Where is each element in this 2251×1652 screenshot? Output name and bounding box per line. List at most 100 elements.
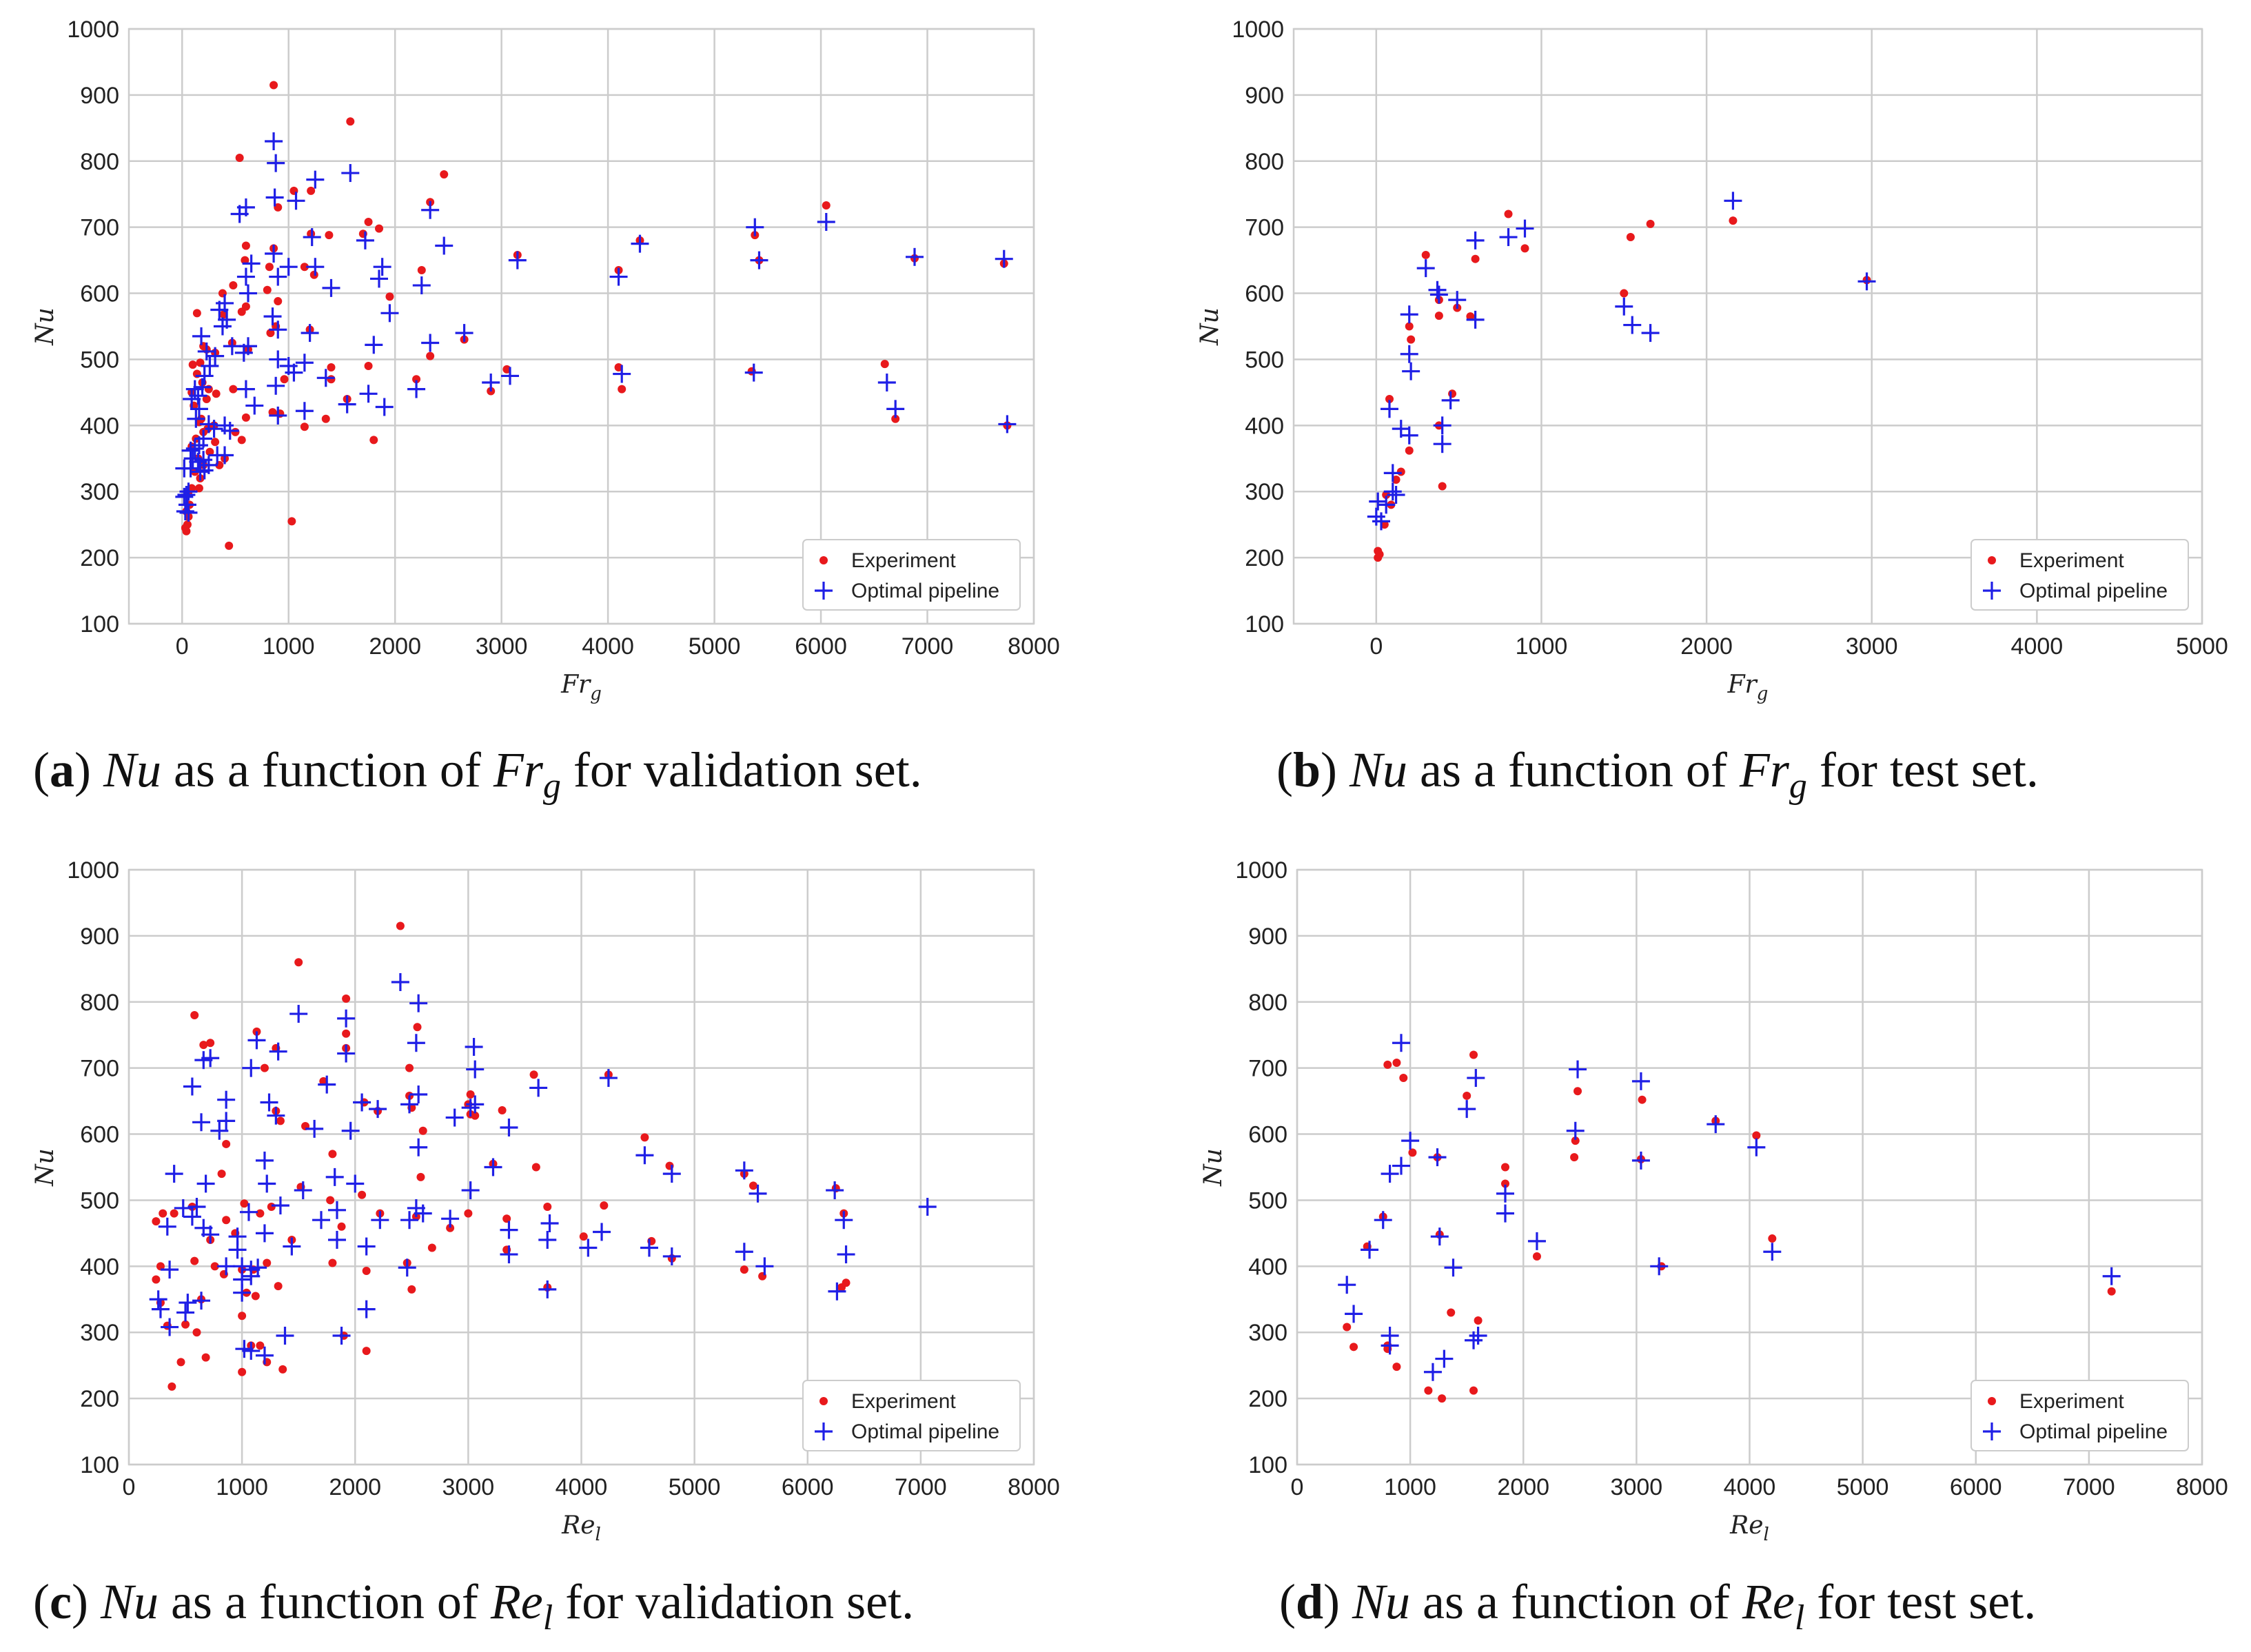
pipeline-point bbox=[183, 1207, 201, 1226]
experiment-point bbox=[1421, 250, 1430, 259]
y-tick-label: 300 bbox=[1245, 479, 1284, 505]
pipeline-point bbox=[201, 1049, 220, 1068]
pipeline-point bbox=[755, 1257, 774, 1276]
legend-experiment-label: Experiment bbox=[2019, 549, 2124, 572]
pipeline-point bbox=[201, 357, 219, 376]
experiment-point bbox=[342, 994, 351, 1003]
pipeline-point bbox=[337, 1009, 356, 1028]
experiment-point bbox=[1571, 1136, 1580, 1145]
experiment-point bbox=[579, 1232, 588, 1241]
y-axis-label: Nu bbox=[31, 1148, 59, 1187]
experiment-point bbox=[531, 1163, 540, 1172]
experiment-point bbox=[1463, 1091, 1471, 1100]
pipeline-point bbox=[187, 409, 205, 428]
x-tick-label: 0 bbox=[176, 633, 189, 660]
pipeline-point bbox=[357, 1237, 376, 1256]
y-tick-label: 900 bbox=[1245, 83, 1284, 109]
pipeline-point bbox=[285, 363, 303, 382]
experiment-point bbox=[1382, 491, 1391, 500]
pipeline-point bbox=[181, 441, 200, 460]
pipeline-point bbox=[353, 1093, 371, 1112]
pipeline-point bbox=[1383, 482, 1402, 501]
experiment-point bbox=[278, 1365, 287, 1374]
experiment-point bbox=[287, 517, 296, 526]
x-tick-label: 2000 bbox=[1680, 633, 1733, 660]
pipeline-point bbox=[398, 1258, 416, 1277]
experiment-point bbox=[358, 1190, 367, 1199]
experiment-point bbox=[274, 1282, 283, 1291]
legend: Experiment Optimal pipeline bbox=[1970, 1380, 2189, 1451]
x-tick-label: 7000 bbox=[2063, 1474, 2115, 1500]
legend-experiment-marker bbox=[819, 556, 828, 564]
experiment-point bbox=[446, 1223, 455, 1232]
experiment-point bbox=[1385, 394, 1394, 403]
experiment-point bbox=[300, 263, 309, 272]
x-tick-label: 2000 bbox=[1497, 1474, 1549, 1500]
pipeline-point bbox=[1466, 310, 1485, 329]
pipeline-point bbox=[1623, 316, 1642, 334]
experiment-point bbox=[201, 1353, 210, 1362]
x-tick-label: 5000 bbox=[2176, 633, 2228, 660]
pipeline-point bbox=[1381, 1336, 1399, 1355]
pipeline-point bbox=[744, 363, 763, 382]
pipeline-point bbox=[236, 380, 255, 398]
experiment-point bbox=[167, 1382, 176, 1391]
pipeline-point bbox=[391, 973, 409, 992]
experiment-point bbox=[1638, 1095, 1647, 1104]
experiment-point bbox=[417, 265, 426, 274]
pipeline-point bbox=[484, 1158, 502, 1176]
experiment-point bbox=[159, 1209, 167, 1218]
y-tick-label: 500 bbox=[80, 1187, 119, 1214]
pipeline-point bbox=[421, 201, 440, 219]
experiment-point bbox=[1500, 1163, 1509, 1172]
x-tick-label: 0 bbox=[123, 1474, 136, 1500]
experiment-point bbox=[1570, 1153, 1579, 1162]
experiment-point bbox=[274, 203, 283, 212]
experiment-series bbox=[1343, 1050, 2116, 1403]
x-axis-label: Frg bbox=[1727, 671, 1769, 704]
experiment-point bbox=[416, 1172, 425, 1181]
pipeline-point bbox=[195, 367, 214, 385]
experiment-point bbox=[319, 1077, 328, 1085]
experiment-point bbox=[614, 363, 623, 371]
pipeline-point bbox=[149, 1290, 167, 1309]
pipeline-point bbox=[271, 1196, 289, 1215]
pipeline-point bbox=[1428, 1148, 1447, 1167]
x-tick-label: 8000 bbox=[1008, 1474, 1060, 1500]
x-tick-label: 6000 bbox=[1950, 1474, 2002, 1500]
pipeline-point bbox=[400, 1211, 419, 1230]
experiment-point bbox=[2107, 1287, 2116, 1296]
experiment-point bbox=[156, 1262, 165, 1271]
pipeline-point bbox=[1641, 324, 1660, 343]
pipeline-point bbox=[837, 1245, 855, 1264]
y-axis-label: Nu bbox=[1199, 1148, 1228, 1187]
experiment-point bbox=[1349, 1343, 1358, 1352]
pipeline-point bbox=[210, 300, 229, 319]
pipeline-point bbox=[337, 1044, 356, 1063]
pipeline-point bbox=[1707, 1115, 1725, 1134]
pipeline-point bbox=[179, 503, 198, 522]
pipeline-point bbox=[332, 1327, 351, 1345]
y-tick-label: 600 bbox=[80, 281, 119, 307]
pipeline-point bbox=[1857, 272, 1876, 291]
y-tick-label: 700 bbox=[1245, 215, 1284, 241]
experiment-point bbox=[325, 231, 334, 240]
x-tick-label: 3000 bbox=[1611, 1474, 1663, 1500]
y-tick-label: 400 bbox=[80, 413, 119, 439]
experiment-point bbox=[1408, 1148, 1417, 1157]
pipeline-point bbox=[206, 347, 225, 365]
pipeline-point bbox=[356, 231, 374, 249]
legend-pipeline-label: Optimal pipeline bbox=[2019, 580, 2168, 602]
y-tick-label: 800 bbox=[1248, 990, 1287, 1016]
experiment-point bbox=[464, 1209, 473, 1218]
experiment-point bbox=[346, 117, 355, 126]
pipeline-point bbox=[375, 398, 394, 416]
y-tick-label: 500 bbox=[1248, 1187, 1287, 1214]
pipeline-point bbox=[1566, 1121, 1585, 1140]
x-tick-label: 3000 bbox=[1846, 633, 1898, 660]
experiment-point bbox=[337, 1222, 346, 1231]
pipeline-point bbox=[1631, 1072, 1650, 1090]
pipeline-point bbox=[501, 367, 520, 385]
y-tick-label: 600 bbox=[1248, 1122, 1287, 1148]
